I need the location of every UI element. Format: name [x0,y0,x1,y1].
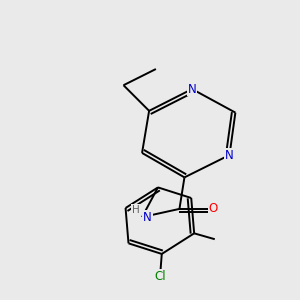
Text: N: N [188,82,197,95]
Text: Cl: Cl [154,270,166,283]
Text: H: H [132,205,140,215]
Text: N: N [225,148,234,161]
Text: N: N [143,211,152,224]
Text: O: O [209,202,218,215]
